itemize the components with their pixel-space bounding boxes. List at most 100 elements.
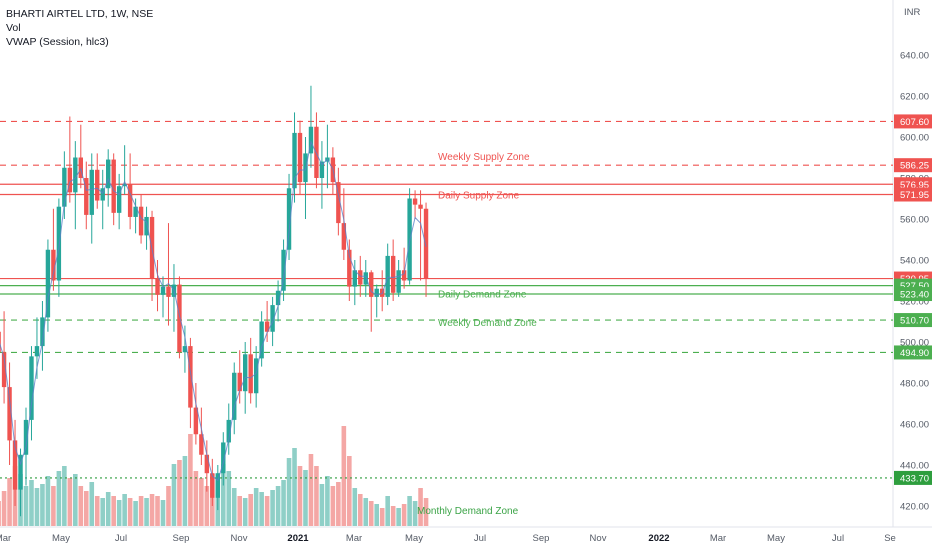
volume-bar xyxy=(89,482,95,526)
time-tick-label: 2022 xyxy=(648,533,669,544)
candle-body xyxy=(374,288,379,297)
candle-body xyxy=(138,206,144,236)
volume-bar xyxy=(220,464,226,526)
candle xyxy=(369,270,374,332)
candle-body xyxy=(29,356,34,420)
price-tag-label: 494.90 xyxy=(900,348,929,359)
candle xyxy=(210,458,215,506)
candle xyxy=(325,124,330,189)
price-tag-label: 576.95 xyxy=(900,180,929,191)
volume-bar xyxy=(363,498,369,526)
candle-body xyxy=(56,206,62,281)
level-lines xyxy=(0,120,893,479)
volume-bar xyxy=(418,488,423,526)
candle xyxy=(67,116,73,203)
candle-body xyxy=(358,270,363,285)
volume-bar xyxy=(412,501,418,526)
candle xyxy=(166,223,171,326)
candle-body xyxy=(401,270,407,281)
volume-bar xyxy=(171,464,177,526)
candle xyxy=(292,112,297,203)
volume-bar xyxy=(94,496,100,526)
candle-body xyxy=(221,442,226,474)
candle xyxy=(347,239,352,301)
candle xyxy=(89,153,94,244)
volume-bar xyxy=(29,480,34,526)
candle-body xyxy=(7,387,12,441)
candle xyxy=(7,362,12,465)
volume-bar xyxy=(275,486,281,526)
candle xyxy=(78,124,83,189)
candle-body xyxy=(51,249,56,281)
volume-indicator-label[interactable]: Vol xyxy=(6,22,21,34)
candle-body xyxy=(369,272,374,297)
candle xyxy=(122,145,127,195)
candle-body xyxy=(89,169,94,215)
candle-body xyxy=(188,346,193,408)
candle-body xyxy=(253,358,259,394)
volume-bar xyxy=(177,460,182,526)
volume-bar xyxy=(292,448,297,526)
candle xyxy=(40,301,45,371)
candle-body xyxy=(95,169,100,201)
candle xyxy=(100,169,105,230)
candle xyxy=(18,448,23,517)
candle-body xyxy=(34,346,40,357)
candle xyxy=(144,206,149,250)
volume-bar xyxy=(390,506,396,526)
candle-body xyxy=(210,473,215,498)
volume-bar xyxy=(111,496,116,526)
price-tick-label: 420.00 xyxy=(900,502,929,513)
vwap-indicator-label[interactable]: VWAP (Session, hlc3) xyxy=(6,36,109,48)
candle-body xyxy=(177,284,182,353)
volume-bar xyxy=(188,434,193,526)
candle-body xyxy=(308,126,314,154)
candle xyxy=(133,198,138,234)
vwap-line xyxy=(0,140,427,482)
volume-bar xyxy=(352,488,358,526)
candle xyxy=(95,153,100,209)
candle-body xyxy=(363,272,368,285)
candle-body xyxy=(248,354,253,394)
volume-bar xyxy=(62,466,67,526)
candle-body xyxy=(385,255,390,297)
price-tick-label: 560.00 xyxy=(900,215,929,226)
candle xyxy=(275,280,281,322)
candle-body xyxy=(23,419,29,455)
candle xyxy=(12,419,18,506)
candle-body xyxy=(319,161,325,178)
candle xyxy=(418,190,423,281)
candle xyxy=(412,190,418,219)
volume-bar xyxy=(204,486,210,526)
volume-bar xyxy=(73,474,78,526)
volume-bar xyxy=(23,486,29,526)
symbol-title[interactable]: BHARTI AIRTEL LTD, 1W, NSE xyxy=(6,8,154,20)
volume-bar xyxy=(67,478,73,526)
zone-label: Daily Supply Zone xyxy=(438,191,520,202)
candle xyxy=(0,331,1,353)
volume-bar xyxy=(34,488,40,526)
volume-bar xyxy=(341,426,347,526)
time-tick-label: Nov xyxy=(590,533,607,544)
volume-bar xyxy=(56,471,62,526)
volume-bar xyxy=(347,456,352,526)
price-tag-label: 433.70 xyxy=(900,473,929,484)
volume-bar xyxy=(264,496,270,526)
time-axis-ticks: Mar May Jul Sep Nov 2021 Mar May Jul Sep Nov 2022 Ma… xyxy=(0,533,896,544)
price-tick-label: 500.00 xyxy=(900,338,929,349)
price-tick-label: 520.00 xyxy=(900,297,929,308)
candle xyxy=(303,137,308,219)
candle xyxy=(374,284,379,318)
zone-label: Weekly Supply Zone xyxy=(438,152,530,163)
candle xyxy=(281,239,286,301)
candle xyxy=(401,247,407,289)
candle-body xyxy=(122,184,127,187)
volume-bar xyxy=(116,500,122,526)
candle-body xyxy=(243,354,248,392)
volume-bar xyxy=(374,504,380,526)
volume-bar xyxy=(336,482,341,526)
time-tick-label: Jul xyxy=(832,533,844,544)
candle-body xyxy=(106,159,111,189)
